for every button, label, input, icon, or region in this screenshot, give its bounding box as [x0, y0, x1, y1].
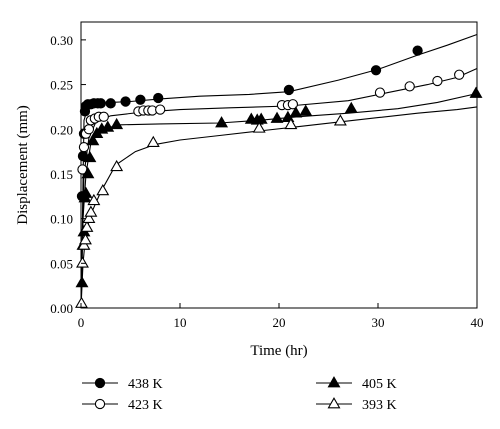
x-tick-label: 40 — [471, 315, 484, 330]
series-393-k — [75, 106, 478, 309]
legend-marker — [94, 398, 106, 410]
data-point — [83, 150, 97, 163]
series-line — [80, 106, 478, 309]
x-tick-label: 10 — [174, 315, 187, 330]
data-point — [404, 81, 415, 92]
data-point — [77, 238, 91, 250]
y-tick-label: 0.10 — [50, 212, 73, 227]
data-point — [333, 114, 347, 126]
data-point — [283, 84, 295, 96]
plot-marks — [75, 33, 483, 309]
legend-marker — [327, 376, 341, 388]
data-point — [432, 75, 443, 87]
data-point — [96, 184, 110, 196]
series-line — [80, 92, 478, 309]
data-point — [153, 92, 164, 104]
series-438-k — [76, 33, 478, 309]
data-point — [299, 104, 313, 116]
x-tick-label: 20 — [273, 315, 286, 330]
data-point — [81, 167, 95, 179]
legend-label: 393 K — [362, 398, 397, 413]
data-point — [78, 233, 92, 245]
data-point — [344, 101, 358, 114]
data-point — [79, 186, 93, 198]
data-point — [98, 111, 109, 122]
data-point — [254, 112, 268, 124]
y-tick-label: 0.00 — [50, 301, 73, 316]
data-point — [110, 159, 124, 172]
data-point — [155, 104, 166, 115]
data-point — [284, 117, 298, 130]
data-point — [87, 193, 101, 206]
axes: 0 10 20 30 40 0.00 0.05 0.10 0.15 0.20 0.25 0.30 — [50, 33, 483, 330]
series-line — [80, 33, 478, 309]
y-tick-label: 0.15 — [50, 167, 73, 182]
x-tick-label: 0 — [78, 315, 85, 330]
data-point — [287, 99, 299, 110]
data-point — [469, 86, 483, 98]
legend: 438 K 423 K 405 K 393 K — [82, 376, 397, 413]
legend-label: 438 K — [128, 377, 163, 392]
y-tick-label: 0.30 — [50, 33, 73, 48]
data-point — [289, 106, 303, 118]
data-point — [454, 69, 465, 80]
y-axis-title: Displacement (mm) — [15, 105, 31, 225]
data-point — [370, 65, 382, 76]
legend-entry: 393 K — [316, 397, 397, 413]
plot-frame — [80, 21, 478, 309]
legend-entry: 405 K — [316, 376, 397, 392]
y-tick-label: 0.25 — [50, 78, 73, 93]
data-point — [270, 111, 284, 123]
data-point — [215, 116, 229, 128]
data-point — [84, 205, 98, 217]
x-axis-title: Time (hr) — [250, 343, 307, 359]
data-point — [412, 45, 423, 56]
data-point — [105, 98, 116, 109]
legend-marker — [94, 377, 106, 389]
legend-entry: 423 K — [82, 398, 163, 413]
legend-entry: 438 K — [82, 377, 163, 392]
data-point — [76, 256, 89, 268]
legend-label: 405 K — [362, 377, 397, 392]
legend-label: 423 K — [128, 398, 163, 413]
data-point — [135, 94, 146, 105]
data-point — [80, 220, 94, 232]
series-405-k — [75, 86, 483, 309]
y-tick-label: 0.20 — [50, 122, 73, 137]
series-423-k — [77, 67, 478, 309]
data-point — [82, 211, 96, 223]
data-point — [146, 135, 160, 147]
y-tick-label: 0.05 — [50, 256, 73, 271]
data-point — [95, 98, 106, 109]
data-point — [374, 87, 386, 98]
data-point — [110, 117, 124, 130]
data-point — [78, 141, 90, 153]
data-point — [252, 121, 266, 133]
x-tick-label: 30 — [372, 315, 385, 330]
data-point — [120, 96, 131, 107]
data-point — [86, 133, 100, 146]
legend-marker — [327, 397, 341, 409]
